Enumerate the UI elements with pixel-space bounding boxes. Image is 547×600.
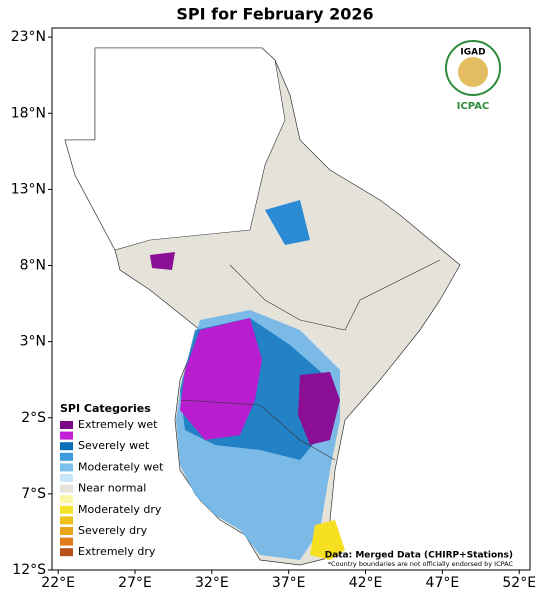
y-tick-label: 3°N bbox=[20, 334, 46, 350]
y-tick-label: 13°N bbox=[11, 181, 46, 197]
legend-label: Moderately wet bbox=[78, 460, 164, 473]
logo-map bbox=[458, 57, 488, 87]
legend-swatch bbox=[60, 442, 73, 451]
x-tick-label: 27°E bbox=[118, 575, 152, 591]
x-tick-label: 42°E bbox=[349, 575, 383, 591]
y-tick-label: 2°S bbox=[21, 410, 46, 426]
legend-label: Extremely wet bbox=[78, 418, 158, 431]
legend-swatch bbox=[60, 495, 73, 504]
logo-bottom: ICPAC bbox=[457, 101, 490, 112]
legend-label: Severely dry bbox=[78, 524, 148, 537]
legend-swatch bbox=[60, 474, 73, 482]
legend-swatch bbox=[60, 527, 73, 535]
source-note: Data: Merged Data (CHIRP+Stations) bbox=[325, 551, 513, 561]
x-tick-label: 32°E bbox=[195, 575, 229, 591]
legend-swatch bbox=[60, 537, 73, 546]
legend-swatch bbox=[60, 484, 73, 493]
map-title: SPI for February 2026 bbox=[176, 5, 373, 24]
legend-swatch bbox=[60, 421, 73, 429]
wet-extreme-area-2 bbox=[298, 372, 340, 445]
legend-label: Severely wet bbox=[78, 439, 150, 452]
map-area bbox=[64, 47, 461, 566]
y-tick-label: 18°N bbox=[11, 105, 46, 121]
y-tick-label: 8°N bbox=[20, 258, 46, 274]
boundaries bbox=[229, 259, 441, 331]
wet-purple-patch bbox=[150, 252, 175, 270]
logo-top: IGAD bbox=[460, 48, 485, 58]
y-tick-label: 7°S bbox=[21, 486, 46, 502]
x-tick-label: 52°E bbox=[502, 575, 536, 591]
x-tick-label: 47°E bbox=[426, 575, 460, 591]
wet-blue-patch bbox=[265, 200, 310, 245]
legend-swatch bbox=[60, 505, 73, 514]
region-north-white bbox=[64, 47, 286, 251]
dry-area bbox=[310, 520, 345, 560]
legend-swatch bbox=[60, 431, 73, 440]
y-tick-label: 23°N bbox=[11, 29, 46, 45]
wet-extreme-area bbox=[180, 318, 262, 440]
legend-label: Extremely dry bbox=[78, 545, 156, 558]
logo: IGAD ICPAC bbox=[445, 40, 501, 112]
legend-swatch bbox=[60, 463, 73, 472]
legend-swatch bbox=[60, 548, 73, 557]
x-tick-label: 37°E bbox=[272, 575, 306, 591]
x-tick-label: 22°E bbox=[41, 575, 75, 591]
legend-label: Moderately dry bbox=[78, 503, 162, 516]
legend-swatch bbox=[60, 452, 73, 461]
legend-label: Near normal bbox=[78, 482, 146, 495]
map-frame bbox=[51, 27, 531, 571]
y-tick-label: 12°S bbox=[12, 562, 46, 578]
legend-title: SPI Categories bbox=[60, 402, 151, 415]
boundaries-2 bbox=[179, 399, 336, 461]
disclaimer: *Country boundaries are not officially e… bbox=[328, 560, 514, 568]
legend-swatch bbox=[60, 516, 73, 525]
